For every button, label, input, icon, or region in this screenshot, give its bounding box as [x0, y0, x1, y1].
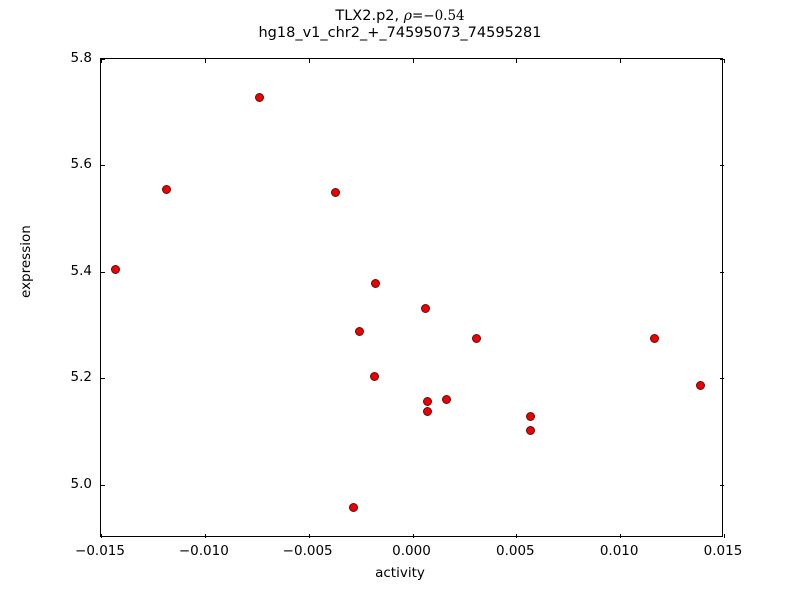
data-point: [695, 380, 705, 390]
y-axis-tick-label-text: 5.6: [70, 156, 92, 173]
x-axis-tick-top: [620, 59, 622, 63]
x-axis-tick: [724, 534, 725, 538]
data-point: [422, 407, 432, 417]
data-point: [649, 333, 659, 343]
y-axis-tick-label-text: 5.8: [70, 50, 92, 66]
x-axis-tick-label: −0.015: [75, 543, 125, 559]
data-point: [370, 372, 380, 382]
data-point: [420, 304, 430, 314]
x-axis-tick-top: [204, 59, 206, 63]
x-axis-tick-label: 0.000: [392, 543, 431, 559]
data-point: [442, 394, 452, 404]
x-axis-tick: [204, 534, 206, 538]
chart-title-line-1: TLX2.p2, ρ=−0.54: [0, 8, 800, 25]
data-point: [111, 264, 121, 274]
y-axis-tick-label-text: 5.0: [70, 475, 92, 492]
y-axis-label: expression: [18, 225, 34, 298]
data-points-layer: [101, 59, 722, 536]
x-axis-tick: [101, 534, 102, 538]
x-axis-tick: [620, 534, 622, 538]
rho-symbol: ρ: [403, 8, 412, 24]
x-axis-tick-label: 0.010: [599, 543, 639, 559]
y-axis-tick-label-text: 5.4: [70, 262, 92, 279]
chart-title-block: TLX2.p2, ρ=−0.54 hg18_v1_chr2_+_74595073…: [0, 8, 800, 42]
data-point: [254, 92, 264, 102]
y-axis-tick-right: [720, 59, 724, 60]
y-axis-tick-right: [720, 165, 724, 167]
x-axis-tick-top: [308, 59, 310, 63]
data-point: [422, 397, 432, 407]
y-axis-tick-right: [720, 484, 724, 486]
x-axis-tick-top: [516, 59, 518, 63]
x-axis-tick: [412, 534, 414, 538]
x-axis-tick: [516, 534, 518, 538]
y-axis-tick: [101, 59, 105, 60]
rho-value: −0.54: [423, 8, 465, 24]
x-axis-tick-top: [724, 59, 725, 63]
y-axis-tick-label: 5.2: [71, 369, 113, 385]
x-axis-label: activity: [375, 565, 425, 581]
y-axis-tick: [101, 484, 105, 486]
x-axis-tick-label: −0.010: [178, 543, 229, 559]
plot-axes-area: [100, 58, 725, 538]
data-point: [349, 503, 359, 513]
y-axis-tick: [101, 165, 105, 167]
data-point: [330, 188, 340, 198]
chart-subtitle: hg18_v1_chr2_+_74595073_74595281: [258, 25, 542, 42]
x-axis-tick-label: 0.015: [703, 543, 743, 559]
x-axis-tick-label: −0.005: [282, 543, 333, 559]
y-axis-tick-label: 5.6: [71, 156, 113, 172]
y-axis-tick: [101, 378, 105, 380]
x-axis-tick: [308, 534, 310, 538]
y-axis-tick-label: 5.0: [71, 476, 113, 492]
data-point: [472, 333, 482, 343]
data-point: [355, 327, 365, 336]
y-axis-tick: [101, 271, 105, 273]
y-axis-tick-right: [720, 378, 724, 380]
x-axis-tick-label: 0.005: [496, 543, 535, 559]
data-point: [161, 185, 171, 195]
y-axis-tick-label: 5.8: [71, 50, 113, 66]
rho-equals: =: [411, 8, 424, 24]
y-axis-tick-right: [720, 271, 724, 273]
x-axis-tick-top: [101, 59, 102, 63]
chart-title-prefix: TLX2.p2,: [335, 8, 404, 24]
data-point: [526, 411, 536, 421]
data-point: [526, 425, 536, 435]
x-axis-tick-top: [412, 59, 414, 63]
y-axis-tick-label-text: 5.2: [70, 369, 92, 386]
data-point: [370, 279, 380, 289]
y-axis-tick-label: 5.4: [71, 263, 113, 279]
